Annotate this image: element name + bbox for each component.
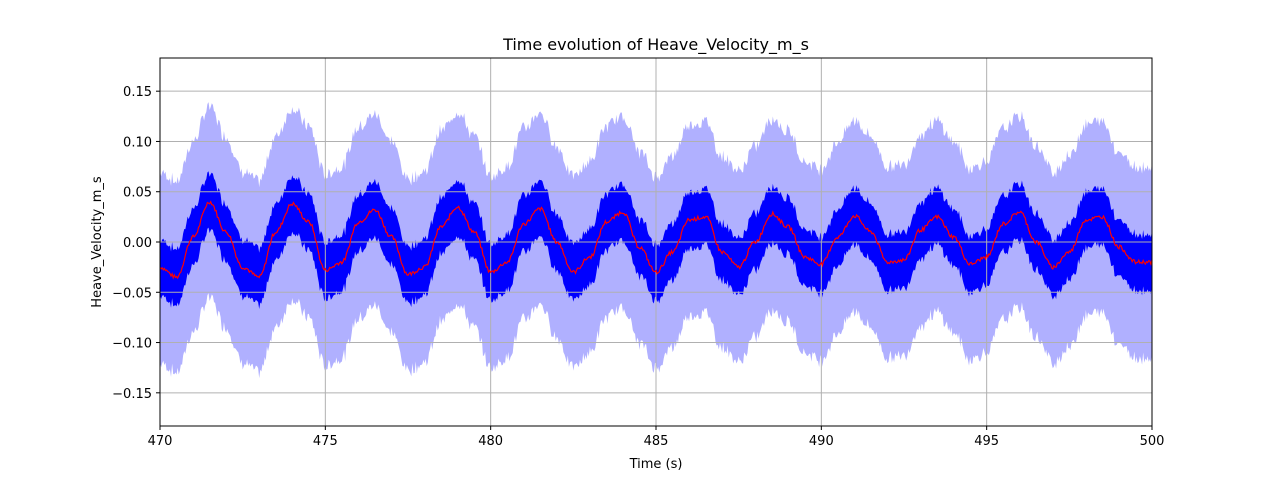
- x-tick-label: 495: [974, 434, 999, 449]
- y-tick-label: −0.15: [112, 387, 152, 402]
- grid-layer: [159, 58, 1153, 426]
- y-tick-label: −0.10: [112, 337, 152, 352]
- x-tick-label: 490: [809, 434, 834, 449]
- y-tick-label: −0.05: [112, 286, 152, 301]
- x-axis-ticks: 470 475 480 485 490 495 500: [148, 426, 1165, 449]
- x-tick-label: 480: [478, 434, 503, 449]
- mean-line: [159, 200, 1153, 280]
- mean-line-layer: [159, 200, 1153, 280]
- y-tick-label: 0.15: [123, 85, 152, 100]
- x-tick-label: 470: [148, 434, 173, 449]
- x-axis-label: Time (s): [629, 457, 683, 472]
- x-tick-label: 475: [313, 434, 338, 449]
- chart-title: Time evolution of Heave_Velocity_m_s: [502, 35, 809, 55]
- x-tick-label: 500: [1140, 434, 1165, 449]
- x-tick-label: 485: [644, 434, 669, 449]
- y-tick-label: 0.05: [123, 186, 152, 201]
- y-axis-ticks: −0.15 −0.10 −0.05 0.00 0.05 0.10 0.15: [112, 85, 160, 402]
- y-tick-label: 0.00: [123, 236, 152, 251]
- y-axis-label: Heave_Velocity_m_s: [90, 176, 105, 308]
- y-tick-label: 0.10: [123, 135, 152, 150]
